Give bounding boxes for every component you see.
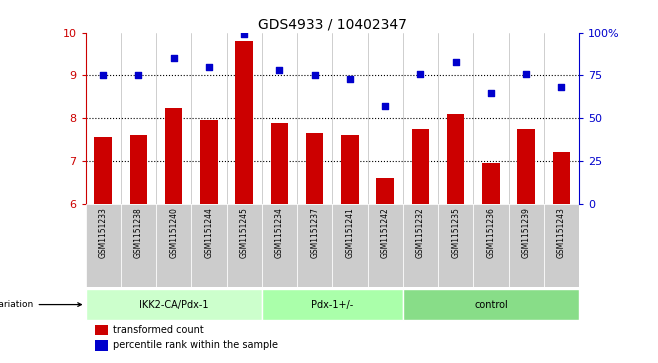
Bar — [509, 204, 544, 287]
Bar — [341, 135, 359, 204]
Bar — [95, 325, 108, 335]
Bar — [262, 289, 403, 320]
Bar — [165, 107, 182, 204]
Text: percentile rank within the sample: percentile rank within the sample — [113, 340, 278, 350]
Text: IKK2-CA/Pdx-1: IKK2-CA/Pdx-1 — [139, 299, 209, 310]
Bar — [447, 114, 465, 204]
Bar — [156, 204, 191, 287]
Bar — [403, 289, 579, 320]
Point — [380, 103, 390, 109]
Bar — [130, 135, 147, 204]
Bar — [553, 152, 570, 204]
Point — [203, 64, 214, 70]
Text: GSM1151244: GSM1151244 — [205, 207, 213, 258]
Text: GSM1151232: GSM1151232 — [416, 207, 425, 258]
Bar — [121, 204, 156, 287]
Point — [239, 32, 249, 37]
Bar — [332, 204, 368, 287]
Bar — [236, 41, 253, 204]
Bar — [412, 129, 429, 204]
Text: GSM1151237: GSM1151237 — [310, 207, 319, 258]
Point — [521, 71, 532, 77]
Bar — [306, 133, 324, 204]
Text: GSM1151235: GSM1151235 — [451, 207, 460, 258]
Bar — [368, 204, 403, 287]
Text: transformed count: transformed count — [113, 325, 203, 335]
Bar — [438, 204, 473, 287]
Bar — [473, 204, 509, 287]
Bar — [86, 204, 121, 287]
Text: GSM1151236: GSM1151236 — [486, 207, 495, 258]
Text: GSM1151240: GSM1151240 — [169, 207, 178, 258]
Point — [415, 71, 426, 77]
Bar — [403, 204, 438, 287]
Text: GSM1151243: GSM1151243 — [557, 207, 566, 258]
Bar — [94, 138, 112, 204]
Bar — [544, 204, 579, 287]
Point — [450, 59, 461, 65]
Point — [98, 73, 109, 78]
Point — [274, 68, 285, 73]
Text: GSM1151239: GSM1151239 — [522, 207, 530, 258]
Bar — [226, 204, 262, 287]
Text: GSM1151234: GSM1151234 — [275, 207, 284, 258]
Text: genotype/variation: genotype/variation — [0, 300, 82, 309]
Point — [133, 73, 143, 78]
Bar — [86, 289, 262, 320]
Point — [168, 56, 179, 61]
Point — [556, 85, 567, 90]
Text: Pdx-1+/-: Pdx-1+/- — [311, 299, 353, 310]
Bar — [482, 163, 499, 204]
Bar — [200, 121, 218, 204]
Text: control: control — [474, 299, 508, 310]
Bar — [191, 204, 226, 287]
Text: GSM1151238: GSM1151238 — [134, 207, 143, 258]
Bar — [376, 178, 394, 204]
Bar — [270, 122, 288, 204]
Bar — [517, 129, 535, 204]
Text: GSM1151233: GSM1151233 — [99, 207, 108, 258]
Title: GDS4933 / 10402347: GDS4933 / 10402347 — [258, 17, 407, 32]
Text: GSM1151245: GSM1151245 — [240, 207, 249, 258]
Point — [345, 76, 355, 82]
Bar — [262, 204, 297, 287]
Bar — [95, 340, 108, 351]
Point — [309, 73, 320, 78]
Bar — [297, 204, 332, 287]
Point — [486, 90, 496, 95]
Text: GSM1151241: GSM1151241 — [345, 207, 355, 258]
Text: GSM1151242: GSM1151242 — [381, 207, 390, 258]
